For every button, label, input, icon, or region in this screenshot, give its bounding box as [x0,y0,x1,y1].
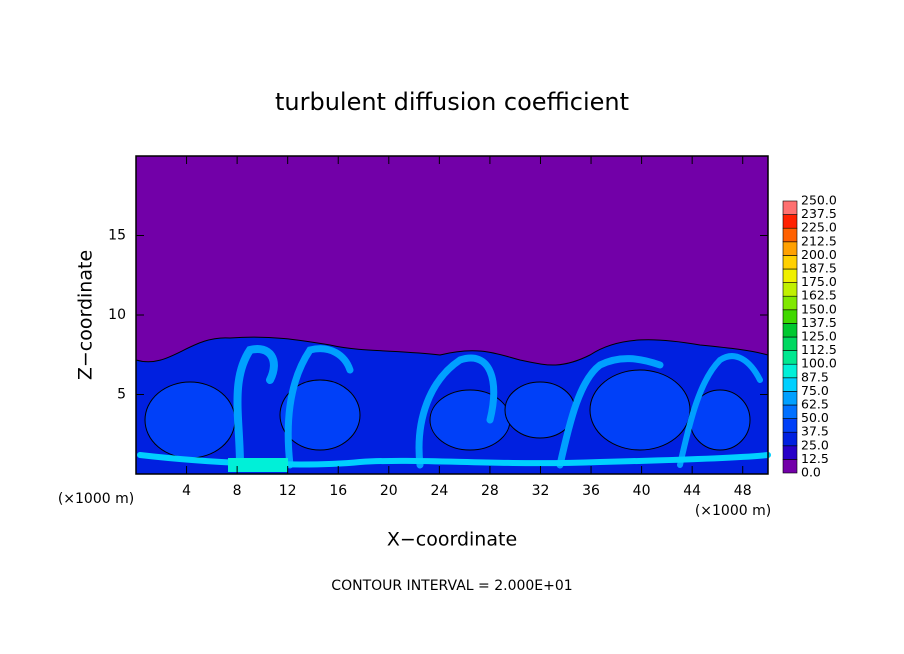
footer-note: CONTOUR INTERVAL = 2.000E+01 [331,578,572,594]
colorbar-bin [782,404,798,419]
field [135,155,771,475]
x-tick-label: 12 [279,483,297,499]
y-tick-label: 5 [117,387,126,403]
x-tick-label: 32 [532,483,550,499]
x-axis-label: X−coordinate [387,529,517,551]
colorbar-label: 137.5 [801,315,837,330]
field-patch [228,458,288,472]
colorbar-bin [782,418,798,433]
y-tick-label: 15 [108,228,126,244]
y-axis-label: Z−coordinate [75,250,97,380]
colorbar-bin [782,214,798,229]
field-cell [429,389,511,451]
x-tick-label: 28 [481,483,499,499]
colorbar-bin [782,377,798,392]
colorbar-bin [782,391,798,406]
x-tick-label: 4 [182,483,191,499]
colorbar-label: 175.0 [801,274,837,289]
colorbar-label: 237.5 [801,206,837,221]
colorbar-label: 162.5 [801,288,837,303]
field-swirl [556,355,664,469]
colorbar-label: 125.0 [801,329,837,344]
colorbar-bin [782,255,798,270]
x-tick-label: 20 [380,483,398,499]
colorbar-bin [782,268,798,283]
chart-title: turbulent diffusion coefficient [275,88,629,116]
colorbar-bin [782,282,798,297]
colorbar-label: 212.5 [801,233,837,248]
colorbar-label: 200.0 [801,247,837,262]
colorbar-bin [782,431,798,447]
colorbar-bin [782,227,798,243]
x-tick-label: 44 [683,483,701,499]
colorbar-bin [782,459,798,474]
colorbar-label: 150.0 [801,301,837,316]
colorbar-bin [782,295,798,311]
colorbar-label: 75.0 [801,383,829,398]
colorbar-label: 12.5 [801,451,829,466]
colorbar-label: 37.5 [801,424,829,439]
colorbar-label: 50.0 [801,410,829,425]
colorbar-bin [782,445,798,460]
x-tick-label: 36 [582,483,600,499]
field-swirl [284,345,354,469]
colorbar-label: 62.5 [801,397,829,412]
colorbar-label: 187.5 [801,261,837,276]
field-swirl [677,353,763,468]
colorbar-bin [782,323,798,338]
colorbar-bin [782,200,798,215]
x-tick-label: 24 [430,483,448,499]
colorbar-label: 250.0 [801,193,837,208]
x-unit-label: (×1000 m) [695,503,771,519]
colorbar-label: 100.0 [801,356,837,371]
colorbar-label: 225.0 [801,220,837,235]
x-tick-label: 8 [233,483,242,499]
colorbar-bin [782,336,798,351]
colorbar-label: 87.5 [801,369,829,384]
field-cell [279,379,361,451]
x-tick-label: 48 [734,483,752,499]
colorbar-label: 25.0 [801,437,829,452]
field-swirl [415,354,498,469]
x-tick-label: 16 [329,483,347,499]
colorbar-label: 0.0 [801,465,821,480]
colorbar-label: 112.5 [801,342,837,357]
colorbar-bin [782,363,798,379]
field-cell [589,369,691,451]
x-unit-label: (×1000 m) [58,491,134,507]
colorbar-bin [782,241,798,256]
y-tick-label: 10 [108,307,126,323]
field-cell [504,381,576,439]
field-swirl [233,345,278,469]
colorbar-bin [782,309,798,324]
colorbar-bin [782,350,798,365]
field-cell [144,381,236,459]
x-tick-label: 40 [633,483,651,499]
